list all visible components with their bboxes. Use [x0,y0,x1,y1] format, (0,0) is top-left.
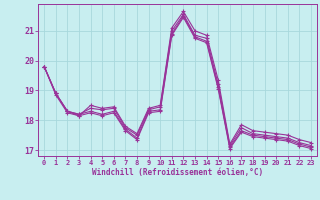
X-axis label: Windchill (Refroidissement éolien,°C): Windchill (Refroidissement éolien,°C) [92,168,263,177]
